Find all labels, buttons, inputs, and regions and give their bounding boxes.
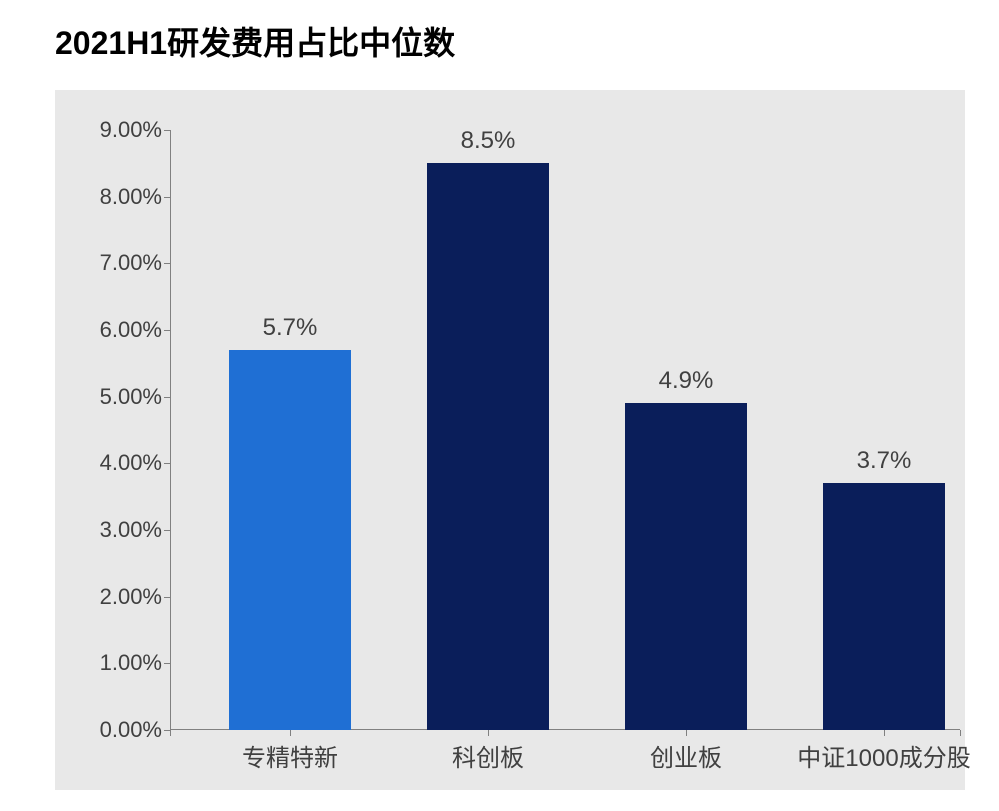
y-axis-line bbox=[170, 130, 171, 730]
y-tick-label: 7.00% bbox=[100, 250, 162, 276]
bar-value-label: 4.9% bbox=[659, 367, 714, 395]
y-tick-mark bbox=[164, 530, 170, 531]
bar-value-label: 3.7% bbox=[857, 447, 912, 475]
y-tick-mark bbox=[164, 330, 170, 331]
x-tick-mark bbox=[960, 730, 961, 736]
y-tick-mark bbox=[164, 597, 170, 598]
y-tick-label: 4.00% bbox=[100, 450, 162, 476]
x-axis-label: 中证1000成分股 bbox=[797, 738, 970, 773]
y-tick-mark bbox=[164, 197, 170, 198]
y-tick-mark bbox=[164, 130, 170, 131]
x-tick-mark bbox=[170, 730, 171, 736]
bar bbox=[229, 350, 351, 730]
x-tick-mark bbox=[884, 730, 885, 736]
y-tick-label: 2.00% bbox=[100, 584, 162, 610]
y-tick-label: 9.00% bbox=[100, 117, 162, 143]
y-tick-label: 5.00% bbox=[100, 384, 162, 410]
bar-value-label: 5.7% bbox=[263, 314, 318, 342]
x-axis-label: 专精特新 bbox=[242, 738, 338, 773]
x-axis-label: 创业板 bbox=[650, 738, 722, 773]
y-tick-label: 0.00% bbox=[100, 717, 162, 743]
x-axis-label: 科创板 bbox=[452, 738, 524, 773]
y-tick-label: 3.00% bbox=[100, 517, 162, 543]
y-tick-mark bbox=[164, 397, 170, 398]
bar bbox=[823, 483, 945, 730]
y-tick-label: 1.00% bbox=[100, 650, 162, 676]
x-tick-mark bbox=[686, 730, 687, 736]
chart-title: 2021H1研发费用占比中位数 bbox=[55, 18, 455, 64]
bar-value-label: 8.5% bbox=[461, 127, 516, 155]
chart-container: 2021H1研发费用占比中位数 0.00% 1.00% 2.00% 3.00% 4.00… bbox=[0, 0, 999, 811]
y-tick-mark bbox=[164, 463, 170, 464]
y-tick-label: 6.00% bbox=[100, 317, 162, 343]
y-tick-mark bbox=[164, 663, 170, 664]
plot-area: 0.00% 1.00% 2.00% 3.00% 4.00% 5.00% 6.00% 7.00%… bbox=[55, 90, 965, 790]
y-axis: 0.00%1.00%2.00%3.00%4.00%5.00%6.00%7.00%… bbox=[55, 130, 170, 730]
bar bbox=[625, 403, 747, 730]
y-tick-label: 8.00% bbox=[100, 184, 162, 210]
chart-body: 5.7% 8.5% 4.9% 3.7% bbox=[170, 130, 960, 730]
x-tick-mark bbox=[290, 730, 291, 736]
x-tick-mark bbox=[488, 730, 489, 736]
bar bbox=[427, 163, 549, 730]
y-tick-mark bbox=[164, 263, 170, 264]
